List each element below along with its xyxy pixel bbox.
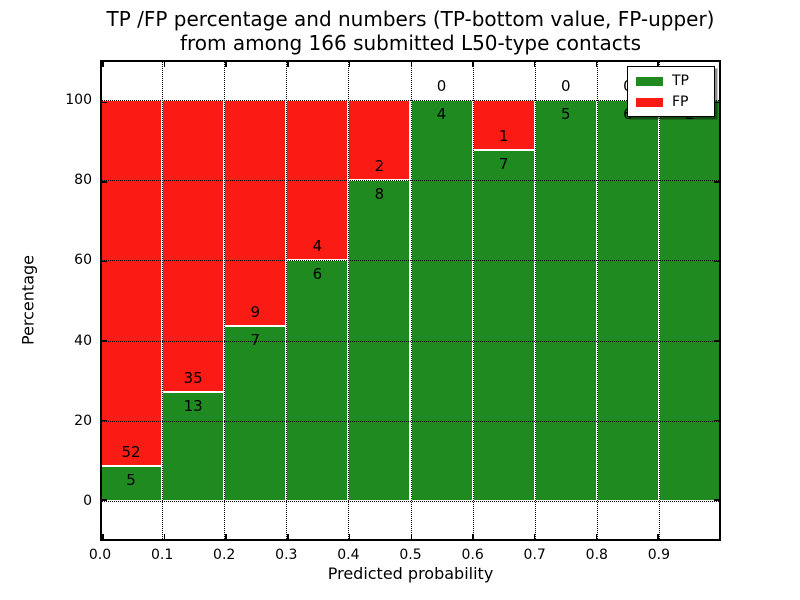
chart-title-line2: from among 166 submitted L50-type contac… (179, 31, 642, 55)
x-tick-label: 0.4 (337, 547, 360, 563)
v-gridline (410, 60, 412, 541)
tp-color-swatch (636, 76, 663, 86)
x-tick-label: 0.2 (213, 547, 236, 563)
bar-segment-tp (472, 150, 535, 501)
v-gridline (348, 60, 350, 541)
y-tick-label: 100 (65, 92, 92, 109)
x-tick-label: 0.7 (523, 547, 546, 563)
bar-segment-fp (348, 100, 411, 181)
tp-count-label: 5 (560, 105, 571, 124)
x-tick-mark (102, 62, 104, 67)
fp-count-label: 1 (498, 127, 509, 146)
bar-segment-tp (534, 100, 597, 501)
bar-segment-fp (100, 100, 163, 466)
v-gridline (596, 60, 598, 541)
tp-count-label: 13 (183, 397, 203, 416)
legend-item-fp: FP (636, 95, 706, 109)
fp-count-label: 2 (374, 157, 385, 176)
y-tick-label: 0 (83, 492, 92, 509)
y-tick-label: 80 (74, 172, 92, 189)
tp-count-label: 8 (374, 185, 385, 204)
x-tick-label: 0.8 (585, 547, 608, 563)
plot-area: 52535139746280417050602 TP FP (100, 60, 721, 541)
y-tick-label: 60 (74, 252, 92, 269)
fp-count-label: 9 (250, 302, 261, 321)
x-axis-label: Predicted probability (327, 564, 494, 583)
v-gridline (162, 60, 164, 541)
v-gridline (658, 60, 660, 541)
v-gridline (534, 60, 536, 541)
y-tick-label: 20 (74, 412, 92, 429)
y-axis-label: Percentage (18, 254, 38, 346)
fp-count-label: 4 (312, 237, 323, 256)
fp-count-label: 52 (121, 442, 141, 461)
v-gridline (472, 60, 474, 541)
x-tick-mark (287, 534, 289, 539)
chart-title-line1: TP /FP percentage and numbers (TP-bottom… (106, 7, 715, 31)
legend-label-tp: TP (672, 73, 689, 89)
tp-count-label: 4 (436, 105, 447, 124)
legend-label-fp: FP (672, 94, 689, 110)
x-tick-mark (225, 534, 227, 539)
x-tick-label: 0.9 (647, 547, 671, 563)
tp-count-label: 7 (250, 330, 261, 349)
bar-segment-tp (224, 325, 287, 501)
v-gridline (224, 60, 226, 541)
bar-segment-tp (286, 260, 349, 501)
fp-color-swatch (636, 97, 663, 107)
tp-count-label: 7 (498, 155, 509, 174)
x-tick-mark (287, 62, 289, 67)
v-gridline (286, 60, 288, 541)
tp-count-label: 6 (312, 265, 323, 284)
tp-count-label: 5 (126, 470, 136, 489)
x-tick-label: 0.3 (275, 547, 298, 563)
x-tick-mark (102, 534, 104, 539)
chart-title: TP /FP percentage and numbers (TP-bottom… (100, 7, 721, 55)
bar-segment-fp (224, 100, 287, 326)
x-tick-mark (225, 62, 227, 67)
bar-segment-tp (596, 100, 659, 501)
bar-segment-tp (100, 465, 163, 501)
fp-count-label: 35 (183, 369, 203, 388)
legend-item-tp: TP (636, 74, 706, 88)
bar-segment-fp (162, 100, 225, 393)
x-tick-label: 0.0 (88, 547, 112, 563)
y-tick-label: 40 (74, 332, 92, 349)
fp-count-label: 0 (560, 77, 571, 96)
bar-segment-tp (658, 100, 721, 501)
x-tick-label: 0.6 (461, 547, 484, 563)
x-tick-label: 0.1 (150, 547, 174, 563)
x-tick-mark (163, 62, 166, 67)
x-tick-mark (163, 534, 166, 539)
x-tick-label: 0.5 (399, 547, 422, 563)
fp-count-label: 0 (436, 77, 447, 96)
bar-segment-tp (410, 100, 473, 501)
legend: TP FP (627, 66, 715, 117)
